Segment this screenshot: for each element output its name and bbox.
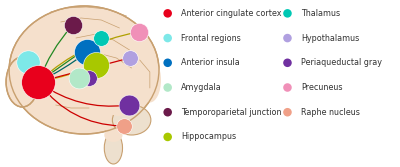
- Text: Thalamus: Thalamus: [301, 9, 340, 18]
- Point: [284, 61, 291, 64]
- Point: [164, 111, 171, 114]
- Point: [93, 64, 99, 66]
- Ellipse shape: [9, 6, 159, 134]
- Text: Amygdala: Amygdala: [181, 83, 222, 92]
- Point: [70, 24, 76, 26]
- Point: [164, 136, 171, 138]
- Text: Hippocampus: Hippocampus: [181, 132, 236, 141]
- Text: Precuneus: Precuneus: [301, 83, 342, 92]
- Text: Raphe nucleus: Raphe nucleus: [301, 108, 360, 117]
- Text: Frontal regions: Frontal regions: [181, 34, 241, 43]
- Text: Periaqueductal gray: Periaqueductal gray: [301, 58, 382, 67]
- Point: [35, 81, 42, 83]
- Point: [164, 61, 171, 64]
- Point: [284, 37, 291, 39]
- Point: [86, 77, 92, 79]
- Point: [284, 86, 291, 89]
- Point: [125, 104, 132, 106]
- Point: [98, 37, 104, 39]
- Point: [136, 31, 142, 33]
- Ellipse shape: [104, 132, 122, 164]
- Text: Anterior insula: Anterior insula: [181, 58, 240, 67]
- Point: [284, 12, 291, 15]
- Ellipse shape: [104, 128, 122, 142]
- Ellipse shape: [105, 98, 134, 116]
- Text: Hypothalamus: Hypothalamus: [301, 34, 359, 43]
- Point: [126, 57, 133, 59]
- Point: [120, 125, 127, 127]
- Ellipse shape: [6, 57, 38, 107]
- Point: [25, 61, 32, 63]
- Point: [164, 12, 171, 15]
- Point: [84, 51, 90, 53]
- Point: [164, 37, 171, 39]
- Point: [76, 77, 82, 79]
- Ellipse shape: [139, 57, 161, 103]
- Point: [164, 86, 171, 89]
- Point: [284, 111, 291, 114]
- Text: Anterior cingulate cortex: Anterior cingulate cortex: [181, 9, 282, 18]
- Text: Temporoparietal junction: Temporoparietal junction: [181, 108, 282, 117]
- Ellipse shape: [112, 105, 151, 135]
